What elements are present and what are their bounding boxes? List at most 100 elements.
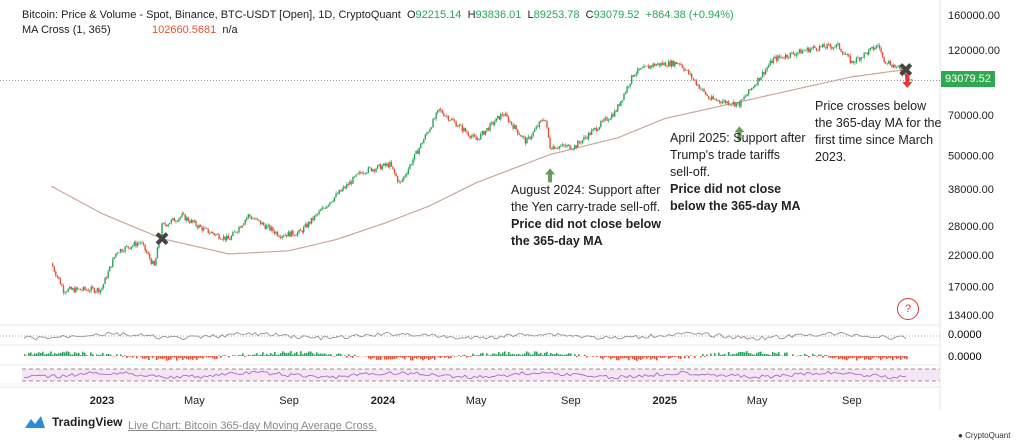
- histogram-bar: [282, 351, 284, 356]
- candle: [93, 288, 96, 293]
- histogram-bar: [578, 354, 580, 356]
- candle: [744, 96, 747, 97]
- candle: [567, 144, 570, 146]
- candle: [332, 200, 334, 202]
- histogram-bar: [638, 356, 640, 360]
- histogram-bar: [46, 353, 48, 356]
- cross-marker-icon: [155, 232, 169, 246]
- candle: [466, 131, 468, 133]
- histogram-bar: [398, 356, 400, 358]
- candle: [527, 136, 530, 139]
- histogram-bar: [74, 352, 76, 356]
- histogram-bar: [724, 353, 726, 356]
- candle: [367, 167, 370, 173]
- candle: [85, 289, 88, 291]
- symbol-title: Bitcoin: Price & Volume - Spot, Binance,…: [22, 9, 401, 21]
- histogram-bar: [450, 356, 452, 359]
- histogram-bar: [252, 354, 254, 356]
- candle: [67, 288, 69, 292]
- live-chart-link[interactable]: Live Chart: Bitcoin 365-day Moving Avera…: [128, 420, 377, 432]
- histogram-bar: [774, 352, 776, 356]
- candle: [298, 229, 300, 233]
- candle: [727, 101, 730, 105]
- histogram-bar: [220, 356, 222, 358]
- candle: [573, 145, 576, 149]
- candle: [858, 57, 861, 61]
- candle: [192, 219, 194, 223]
- indicator-legend[interactable]: MA Cross (1, 365) 102660.5681 n/a: [22, 24, 238, 36]
- help-icon[interactable]: ?: [897, 298, 919, 320]
- candle: [306, 224, 308, 228]
- histogram-bar: [454, 356, 456, 357]
- candle: [253, 218, 256, 220]
- candle: [326, 206, 328, 209]
- histogram-bar: [528, 352, 530, 356]
- y-tick-label: 160000.00: [948, 10, 1000, 22]
- histogram-bar: [310, 351, 312, 356]
- histogram-bar: [100, 354, 102, 356]
- candle: [295, 235, 297, 237]
- histogram-bar: [504, 351, 506, 356]
- candle: [429, 128, 431, 132]
- close-label: C: [585, 9, 594, 21]
- cross-marker-icon: [899, 63, 913, 76]
- candle: [446, 115, 448, 117]
- arrow-up-icon: [734, 126, 745, 141]
- candle: [319, 209, 322, 212]
- histogram-bar: [570, 353, 572, 356]
- histogram-bar: [102, 352, 104, 356]
- histogram-bar: [84, 352, 86, 356]
- candle: [138, 242, 140, 244]
- candle: [763, 71, 765, 75]
- tradingview-logo[interactable]: TradingView: [24, 414, 122, 430]
- histogram-bar: [820, 354, 822, 356]
- source-label: CryptoQuant: [965, 431, 1011, 440]
- histogram-bar: [448, 356, 450, 359]
- histogram-bar: [514, 354, 516, 356]
- histogram-bar: [818, 354, 820, 356]
- candle: [586, 137, 588, 139]
- candle: [269, 225, 271, 231]
- histogram-bar: [762, 354, 764, 356]
- candle: [731, 104, 733, 106]
- histogram-bar: [512, 353, 514, 356]
- candle: [532, 131, 534, 137]
- candle: [79, 288, 82, 291]
- histogram-bar: [862, 356, 864, 358]
- candle: [498, 116, 500, 120]
- candle: [236, 231, 239, 233]
- histogram-bar: [542, 355, 544, 356]
- histogram-bar: [746, 351, 748, 356]
- candle: [721, 101, 724, 104]
- candle: [761, 71, 764, 78]
- candle: [658, 63, 661, 66]
- candle: [161, 223, 163, 236]
- histogram-bar: [704, 356, 706, 357]
- histogram-bar: [458, 355, 460, 356]
- candle: [458, 124, 460, 127]
- histogram-bar: [368, 356, 370, 359]
- histogram-bar: [232, 355, 234, 356]
- candle: [540, 120, 542, 122]
- histogram-bar: [158, 356, 160, 359]
- histogram-bar: [272, 354, 274, 356]
- candle: [356, 173, 359, 175]
- candle: [760, 77, 762, 81]
- candle: [403, 176, 405, 180]
- candle: [81, 290, 83, 291]
- histogram-bar: [52, 354, 54, 356]
- candle: [156, 247, 159, 259]
- candle: [273, 231, 276, 234]
- histogram-bar: [654, 356, 656, 359]
- histogram-bar: [686, 355, 688, 356]
- candle: [552, 146, 554, 150]
- candle: [172, 218, 174, 220]
- candle: [650, 65, 653, 67]
- histogram-bar: [624, 356, 626, 359]
- candle: [464, 127, 467, 132]
- candle: [834, 46, 836, 48]
- candle: [872, 46, 875, 50]
- histogram-bar: [558, 354, 560, 356]
- candle: [56, 275, 59, 277]
